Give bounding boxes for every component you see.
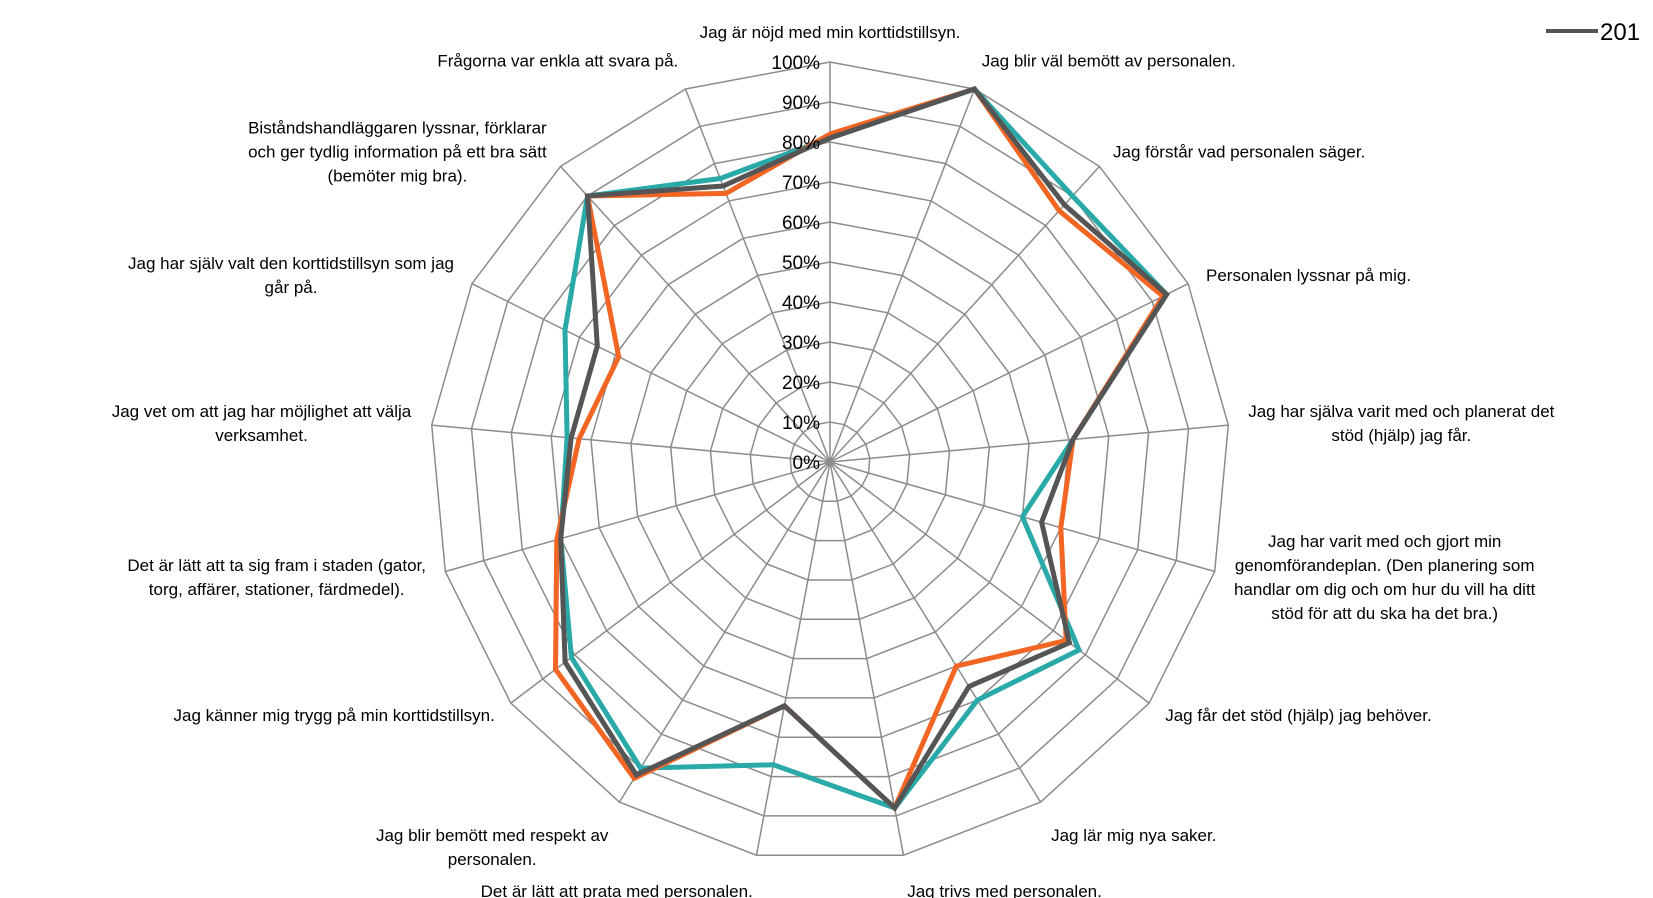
axis-label-line: Jag trivs med personalen. xyxy=(907,882,1102,898)
axis-label-line: verksamhet. xyxy=(215,426,308,445)
axis-label-9: Det är lätt att prata med personalen. xyxy=(481,882,753,898)
axis-label-6: Jag får det stöd (hjälp) jag behöver. xyxy=(1165,706,1432,725)
axis-label-0: Jag är nöjd med min korttidstillsyn. xyxy=(700,23,961,42)
axis-label-line: genomförandeplan. (Den planering som xyxy=(1235,556,1535,575)
axis-label-line: och ger tydlig information på ett bra sä… xyxy=(248,143,547,162)
legend: 201 xyxy=(1546,19,1640,46)
grid-ring-20 xyxy=(749,381,911,542)
radar-axis-labels: Jag är nöjd med min korttidstillsyn. Jag … xyxy=(112,23,1555,898)
axis-label-line: Jag blir väl bemött av personalen. xyxy=(982,51,1236,70)
spoke-12 xyxy=(445,461,831,573)
axis-label-1: Jag blir väl bemött av personalen. xyxy=(982,51,1236,70)
spoke-6 xyxy=(829,461,1150,704)
series-line-3 xyxy=(558,86,1170,812)
axis-label-16: Frågorna var enkla att svara på. xyxy=(437,51,678,70)
axis-label-line: Jag har varit med och gjort min xyxy=(1268,532,1501,551)
axis-label-13: Jag vet om att jag har möjlighet att väl… xyxy=(112,402,412,445)
legend-label: 201 xyxy=(1600,19,1640,46)
axis-label-12: Det är lätt att ta sig fram i staden (ga… xyxy=(127,556,426,599)
spoke-7 xyxy=(829,461,1042,803)
grid-ring-70 xyxy=(550,181,1110,738)
grid-ring-10 xyxy=(789,421,871,503)
tick-label: 80% xyxy=(782,133,820,154)
axis-label-line: Jag blir bemött med respekt av xyxy=(376,826,609,845)
axis-label-line: Det är lätt att ta sig fram i staden (ga… xyxy=(127,556,426,575)
axis-label-line: Jag vet om att jag har möjlighet att väl… xyxy=(112,402,412,421)
axis-label-line: stöd (hjälp) jag får. xyxy=(1331,426,1471,445)
grid-ring-100 xyxy=(430,61,1230,856)
radar-grid xyxy=(430,61,1230,856)
axis-label-2: Jag förstår vad personalen säger. xyxy=(1113,143,1365,162)
axis-label-10: Jag blir bemött med respekt av personalen… xyxy=(376,826,609,869)
axis-label-line: går på. xyxy=(265,278,318,297)
spoke-3 xyxy=(829,283,1189,463)
axis-label-15: Biståndshandläggaren lyssnar, förklarar o… xyxy=(248,119,547,186)
grid-ring-60 xyxy=(590,221,1070,699)
grid-ring-40 xyxy=(669,301,991,621)
axis-label-line: handlar om dig och om hur du vill ha dit… xyxy=(1234,580,1536,599)
grid-ring-50 xyxy=(630,261,1030,660)
tick-label: 10% xyxy=(782,413,820,434)
radar-series xyxy=(552,86,1170,813)
tick-label: 70% xyxy=(782,173,820,194)
axis-label-line: Jag är nöjd med min korttidstillsyn. xyxy=(700,23,961,42)
tick-label: 90% xyxy=(782,93,820,114)
axis-label-line: Frågorna var enkla att svara på. xyxy=(437,51,678,70)
spoke-15 xyxy=(559,165,831,463)
tick-label: 40% xyxy=(782,293,820,314)
radar-tick-labels: 0% 10% 20% 30% 40% 50% 60% 70% 80% 90% 100% xyxy=(771,53,820,474)
axis-label-line: personalen. xyxy=(448,850,537,869)
tick-label: 20% xyxy=(782,373,820,394)
axis-label-line: Jag känner mig trygg på min korttidstill… xyxy=(174,706,495,725)
axis-label-8: Jag trivs med personalen. xyxy=(907,882,1102,898)
grid-ring-90 xyxy=(470,101,1190,817)
axis-label-line: Jag lär mig nya saker. xyxy=(1051,826,1216,845)
grid-ring-80 xyxy=(510,141,1150,778)
tick-label: 0% xyxy=(793,453,821,474)
tick-label: 50% xyxy=(782,253,820,274)
axis-label-7: Jag lär mig nya saker. xyxy=(1051,826,1216,845)
axis-label-line: Biståndshandläggaren lyssnar, förklarar xyxy=(248,119,547,138)
spoke-14 xyxy=(471,283,831,463)
axis-label-line: torg, affärer, stationer, färdmedel). xyxy=(149,580,405,599)
spoke-4 xyxy=(829,424,1229,463)
axis-label-line: (bemöter mig bra). xyxy=(327,167,467,186)
axis-label-line: Personalen lyssnar på mig. xyxy=(1206,266,1411,285)
spoke-1 xyxy=(829,88,976,463)
axis-label-14: Jag har själv valt den korttidstillsyn s… xyxy=(128,254,454,297)
spoke-9 xyxy=(755,461,831,856)
axis-label-line: Jag förstår vad personalen säger. xyxy=(1113,143,1365,162)
grid-ring-30 xyxy=(709,341,951,581)
spoke-16 xyxy=(684,88,831,463)
axis-label-line: stöd för att du ska ha det bra.) xyxy=(1271,604,1498,623)
axis-label-3: Personalen lyssnar på mig. xyxy=(1206,266,1411,285)
axis-label-5: Jag har varit med och gjort min genomföra… xyxy=(1234,532,1536,623)
axis-label-4: Jag har själva varit med och planerat de… xyxy=(1248,402,1554,445)
tick-label: 60% xyxy=(782,213,820,234)
axis-label-line: Jag har själva varit med och planerat de… xyxy=(1248,402,1554,421)
tick-label: 100% xyxy=(771,53,820,74)
tick-label: 30% xyxy=(782,333,820,354)
axis-label-11: Jag känner mig trygg på min korttidstill… xyxy=(174,706,495,725)
spoke-13 xyxy=(431,424,831,463)
axis-label-line: Det är lätt att prata med personalen. xyxy=(481,882,753,898)
spoke-8 xyxy=(829,461,905,856)
spoke-10 xyxy=(618,461,831,803)
axis-label-line: Jag har själv valt den korttidstillsyn s… xyxy=(128,254,454,273)
axis-label-line: Jag får det stöd (hjälp) jag behöver. xyxy=(1165,706,1432,725)
spoke-2 xyxy=(829,165,1101,463)
